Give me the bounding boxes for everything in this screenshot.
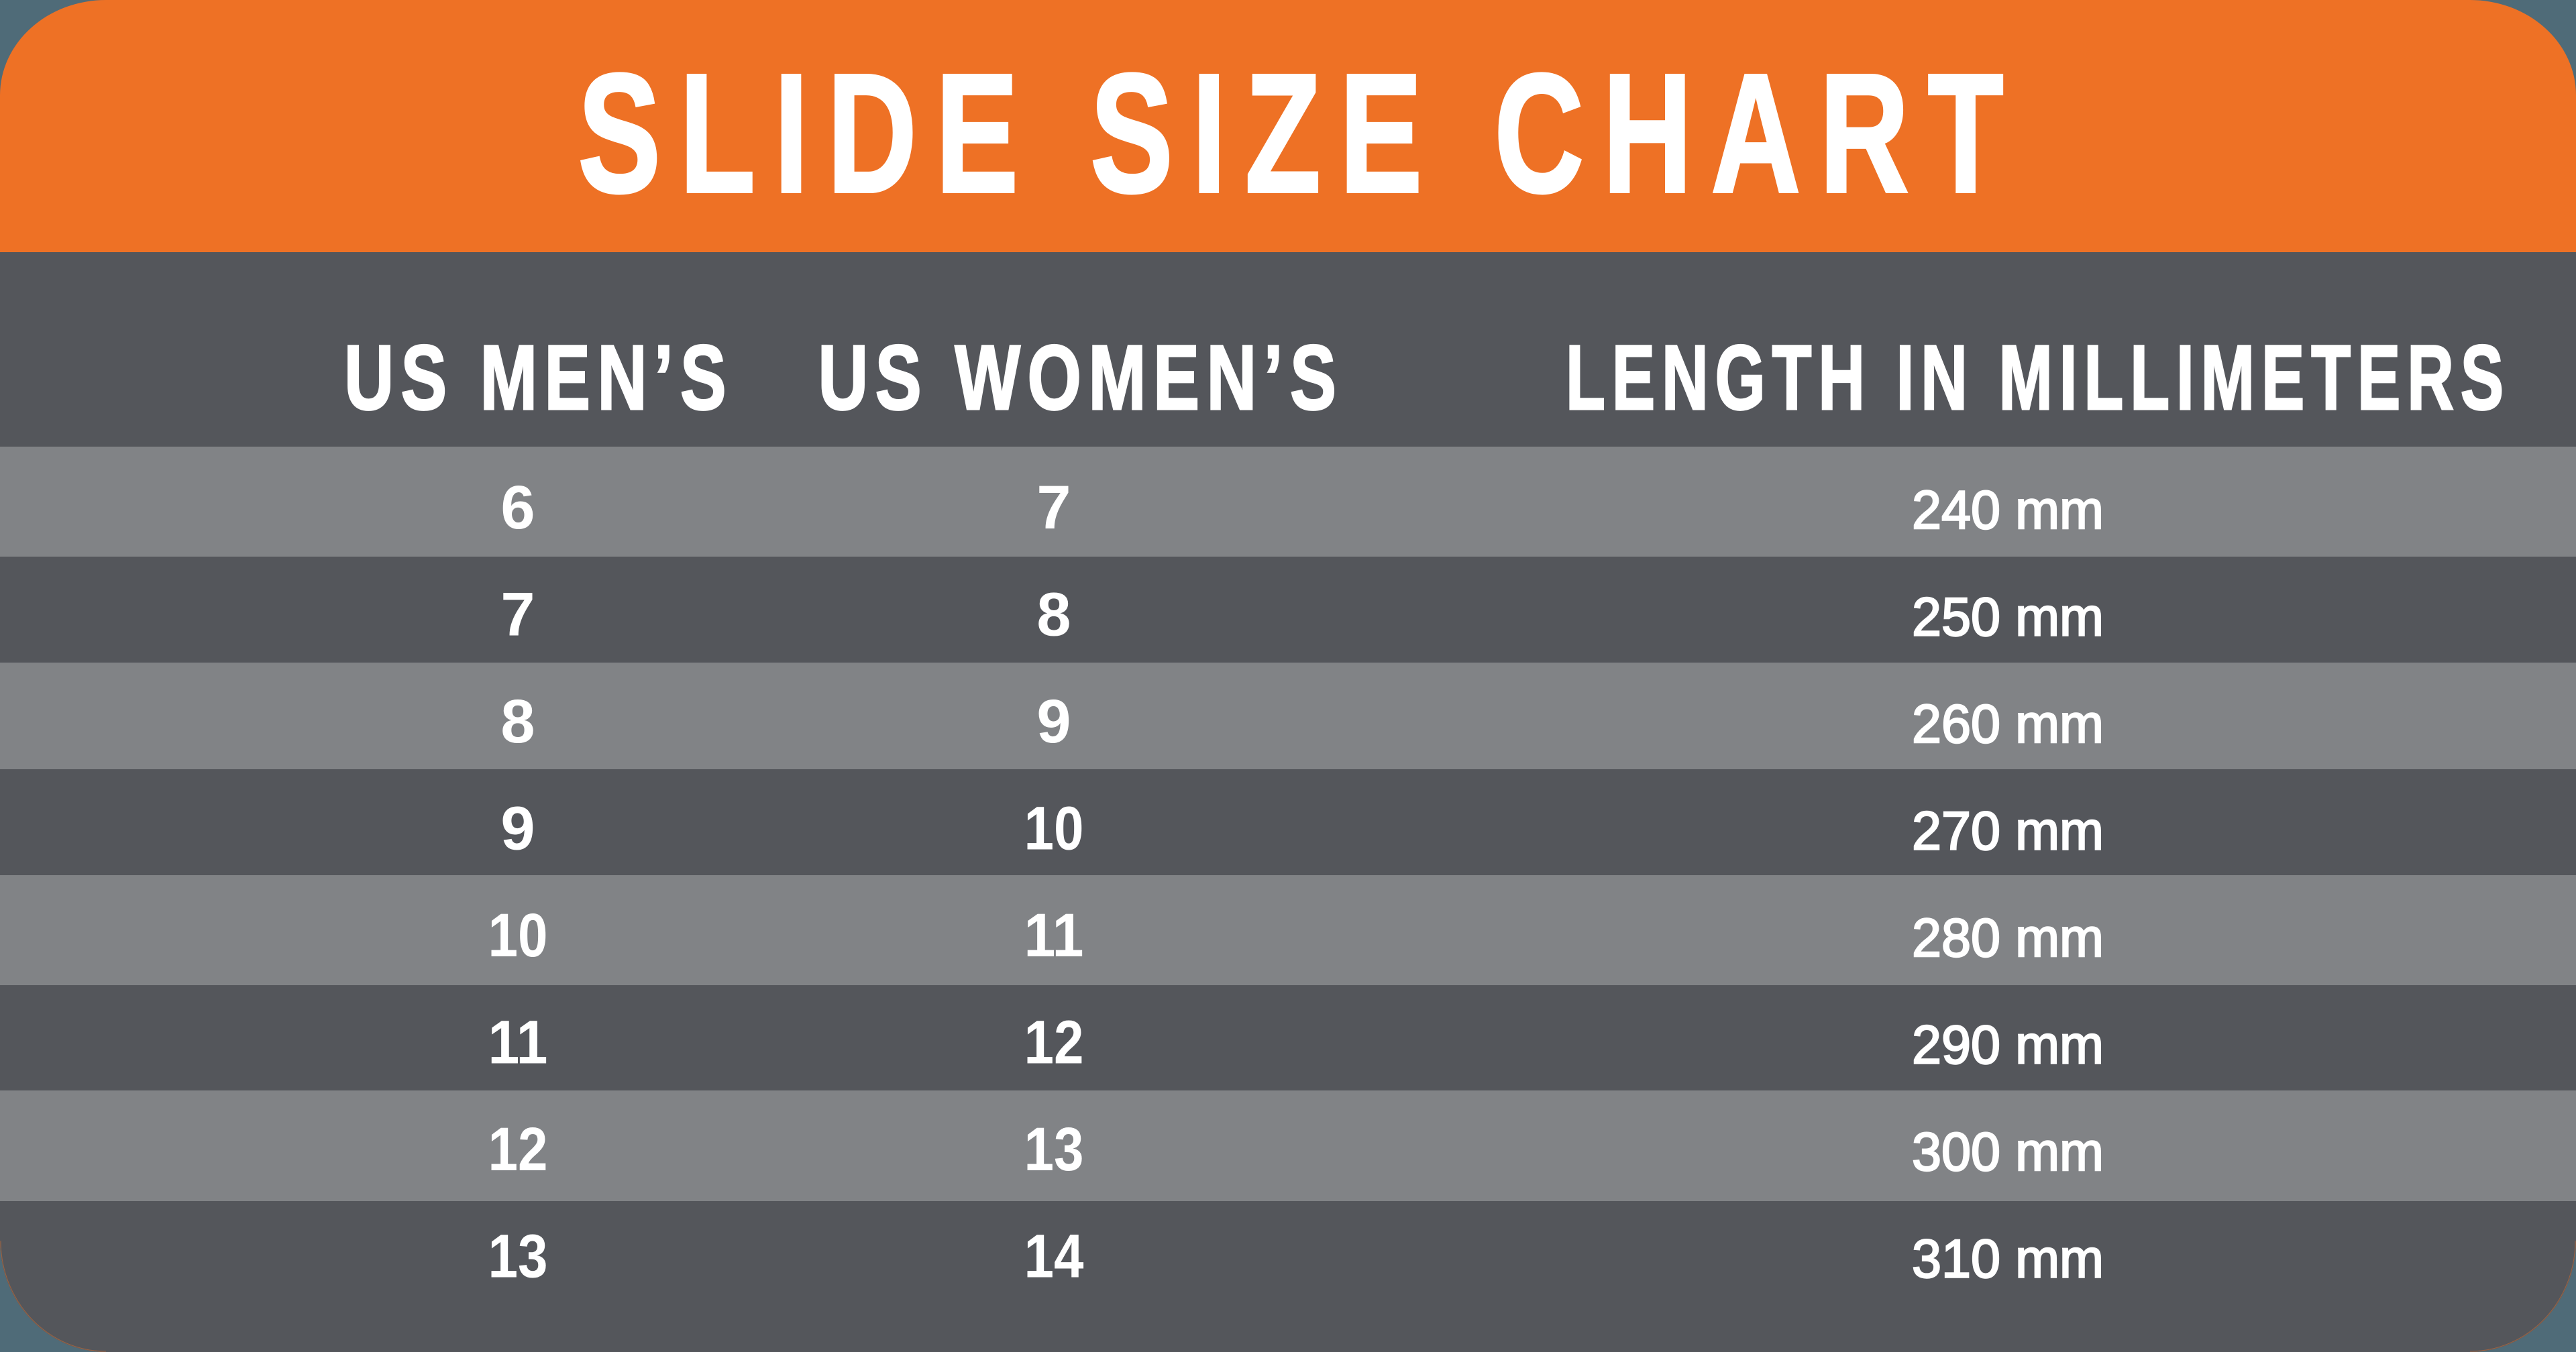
svg-text:10: 10 xyxy=(1024,795,1084,863)
svg-text:310 mm: 310 mm xyxy=(1912,1229,2104,1290)
svg-text:US WOMEN’S: US WOMEN’S xyxy=(818,327,1344,429)
svg-text:13: 13 xyxy=(488,1223,548,1291)
svg-text:300 mm: 300 mm xyxy=(1912,1122,2104,1182)
svg-text:250 mm: 250 mm xyxy=(1912,587,2104,648)
svg-text:14: 14 xyxy=(1024,1223,1084,1291)
svg-text:11: 11 xyxy=(1024,901,1084,970)
svg-text:7: 7 xyxy=(500,581,535,649)
svg-text:12: 12 xyxy=(1024,1009,1084,1077)
svg-text:9: 9 xyxy=(1036,687,1071,756)
svg-text:9: 9 xyxy=(500,795,535,863)
svg-text:260 mm: 260 mm xyxy=(1912,694,2104,754)
svg-text:270 mm: 270 mm xyxy=(1912,801,2104,862)
svg-text:6: 6 xyxy=(500,473,535,542)
svg-text:12: 12 xyxy=(488,1115,548,1184)
svg-text:8: 8 xyxy=(1036,581,1071,649)
svg-text:11: 11 xyxy=(488,1009,548,1077)
svg-text:SLIDE SIZE CHART: SLIDE SIZE CHART xyxy=(578,38,2023,228)
svg-text:8: 8 xyxy=(500,687,535,756)
svg-text:10: 10 xyxy=(488,901,548,970)
svg-text:7: 7 xyxy=(1036,473,1071,542)
svg-text:290 mm: 290 mm xyxy=(1912,1015,2104,1076)
svg-text:US MEN’S: US MEN’S xyxy=(344,327,733,429)
svg-text:13: 13 xyxy=(1024,1115,1084,1184)
svg-text:280 mm: 280 mm xyxy=(1912,908,2104,968)
svg-text:LENGTH IN MILLIMETERS: LENGTH IN MILLIMETERS xyxy=(1566,327,2510,429)
svg-text:240 mm: 240 mm xyxy=(1912,480,2104,541)
